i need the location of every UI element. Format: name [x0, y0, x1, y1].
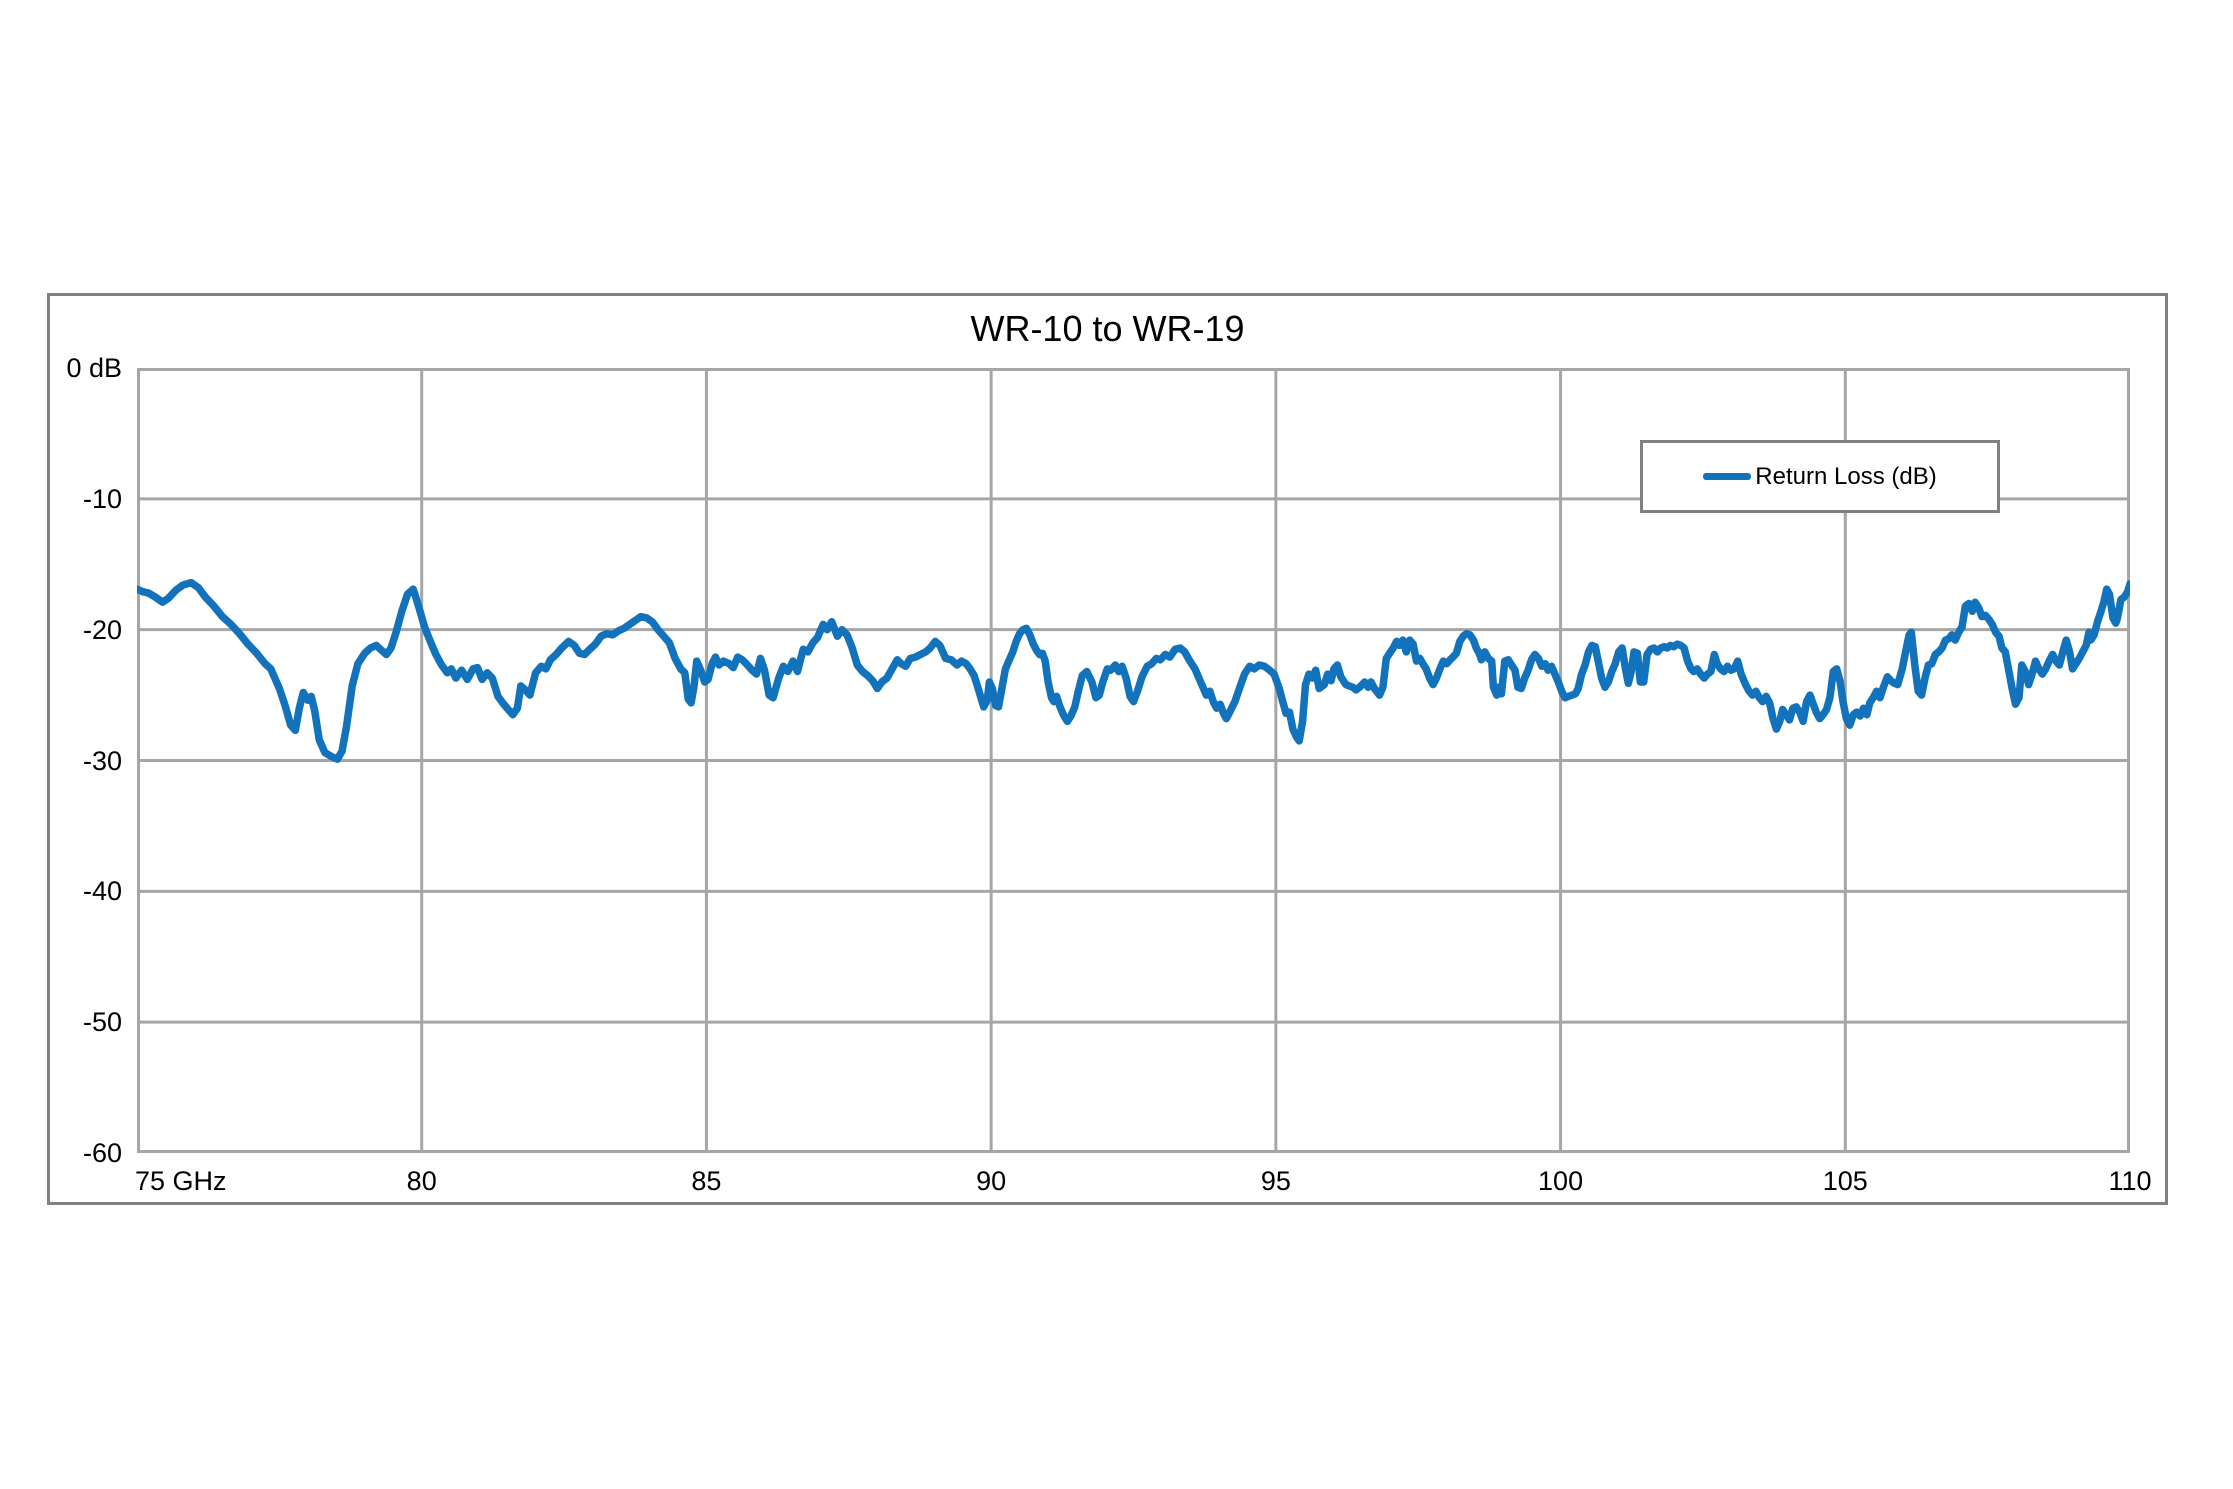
- y-tick-label: -10: [82, 483, 122, 514]
- x-tick-label: 110: [2108, 1166, 2152, 1196]
- x-tick-label: 100: [1538, 1166, 1584, 1196]
- y-tick-label: -30: [82, 745, 122, 776]
- plot-border: [137, 368, 2130, 1153]
- y-tick-label: -20: [82, 614, 122, 645]
- y-tick-label: -60: [82, 1138, 122, 1168]
- legend: Return Loss (dB): [1640, 440, 2000, 513]
- y-tick-label: -50: [82, 1007, 122, 1038]
- series-line: [137, 578, 2130, 763]
- legend-label: Return Loss (dB): [1755, 462, 1937, 490]
- chart-title: WR-10 to WR-19: [970, 308, 1245, 349]
- legend-line-swatch: [1703, 473, 1752, 480]
- x-tick-label: 95: [1260, 1166, 1291, 1196]
- chart-frame: WR-10 to WR-19 0 dB -10 -20 -30 -40 -50 -60 75…: [47, 293, 2168, 1205]
- x-tick-label: 85: [691, 1166, 722, 1196]
- y-tick-label: -40: [82, 876, 122, 907]
- x-tick-label: 80: [406, 1166, 437, 1196]
- x-tick-label: 105: [1822, 1166, 1868, 1196]
- y-tick-label: 0 dB: [66, 353, 122, 383]
- x-tick-label: 75 GHz: [135, 1166, 227, 1196]
- x-tick-label: 90: [976, 1166, 1007, 1196]
